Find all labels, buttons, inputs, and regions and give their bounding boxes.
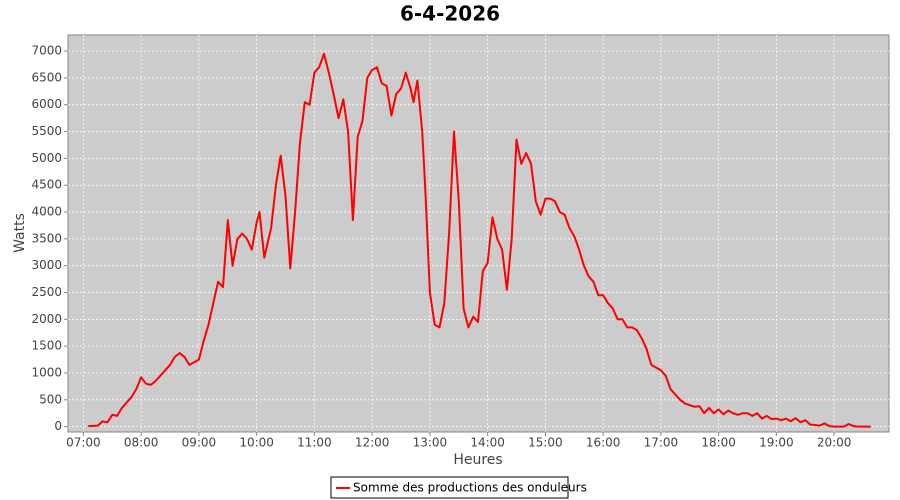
x-tick-label: 14:00 [470, 436, 505, 450]
y-tick-label: 4000 [31, 205, 62, 219]
y-tick-label: 3000 [31, 258, 62, 272]
y-tick-label: 5500 [31, 124, 62, 138]
x-tick-label: 19:00 [759, 436, 794, 450]
legend [330, 476, 569, 499]
plot-area [67, 34, 890, 433]
y-tick-label: 7000 [31, 44, 62, 58]
y-tick-label: 1000 [31, 365, 62, 379]
y-tick-label: 2000 [31, 312, 62, 326]
x-tick-label: 17:00 [644, 436, 679, 450]
x-axis-label: Heures [453, 452, 502, 468]
y-tick-label: 1500 [31, 339, 62, 353]
x-tick-label: 07:00 [66, 436, 101, 450]
chart-title: 6-4-2026 [400, 2, 500, 26]
y-tick-label: 4500 [31, 178, 62, 192]
data-line [88, 52, 871, 428]
legend-label: Somme des productions des onduleurs [353, 481, 587, 495]
x-tick-label: 18:00 [701, 436, 736, 450]
x-tick-label: 15:00 [528, 436, 563, 450]
y-tick-label: 5000 [31, 151, 62, 165]
x-tick-label: 20:00 [817, 436, 852, 450]
x-tick-label: 08:00 [124, 436, 159, 450]
y-axis-label: Watts [12, 213, 28, 253]
y-tick-label: 6000 [31, 97, 62, 111]
y-tick-label: 2500 [31, 285, 62, 299]
x-tick-label: 12:00 [355, 436, 390, 450]
y-tick-label: 500 [39, 392, 62, 406]
x-tick-label: 10:00 [239, 436, 274, 450]
y-tick-label: 6500 [31, 70, 62, 84]
x-tick-label: 16:00 [586, 436, 621, 450]
x-tick-label: 09:00 [182, 436, 217, 450]
y-tick-label: 0 [54, 419, 62, 433]
x-tick-label: 11:00 [297, 436, 332, 450]
x-tick-label: 13:00 [413, 436, 448, 450]
y-tick-label: 3500 [31, 231, 62, 245]
